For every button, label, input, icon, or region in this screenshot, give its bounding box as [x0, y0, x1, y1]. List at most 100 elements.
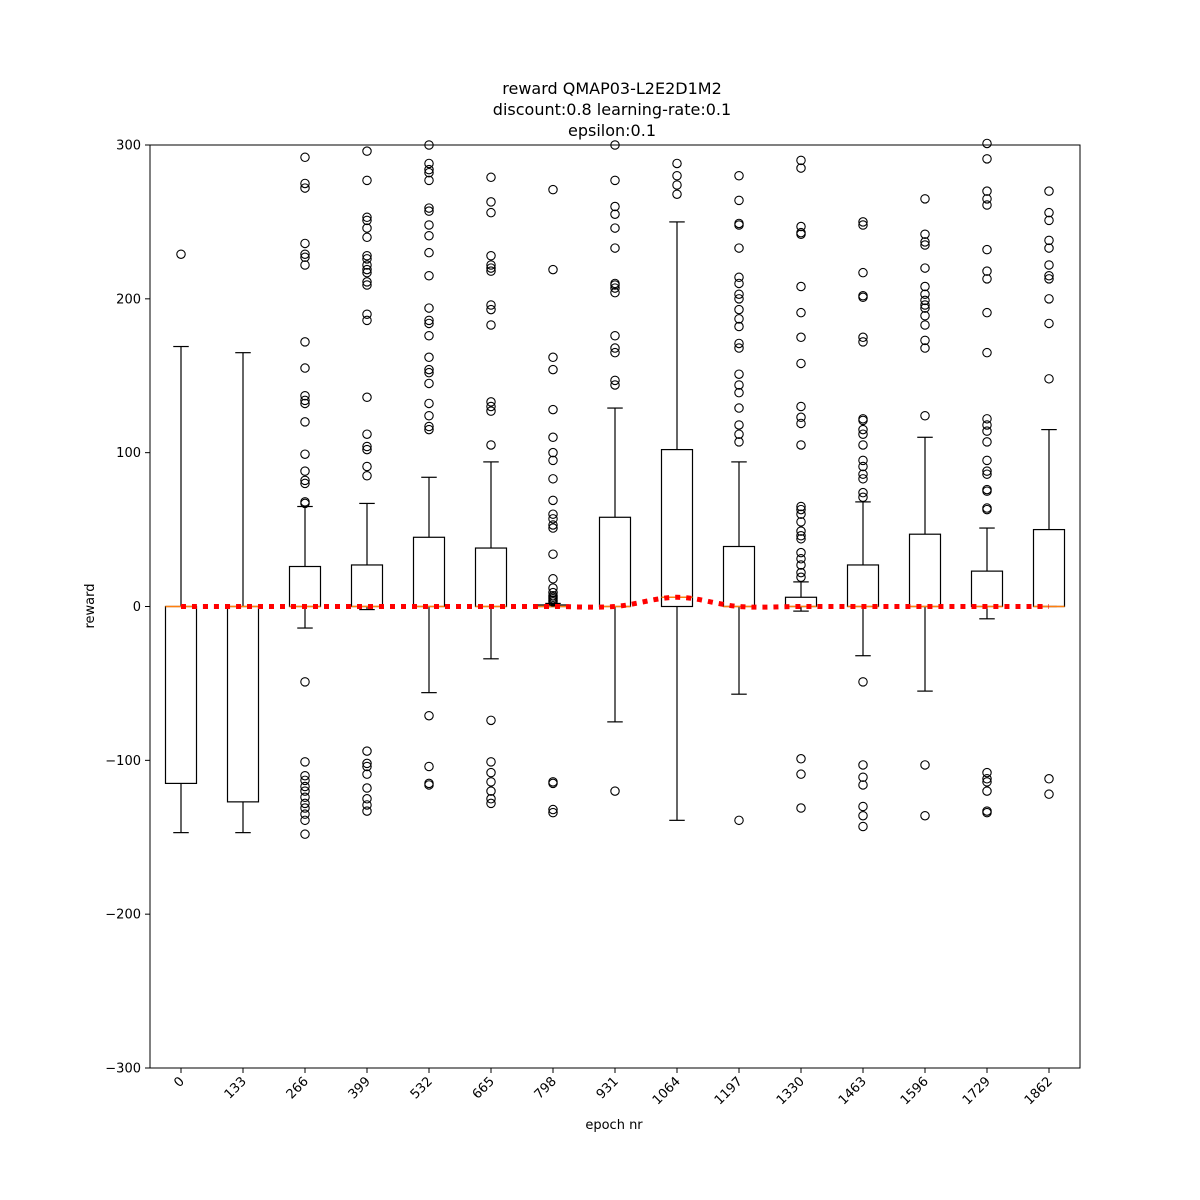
outlier-point	[858, 821, 868, 832]
outlier-point	[362, 267, 372, 278]
outlier-point	[734, 369, 744, 379]
outlier-point	[734, 338, 744, 349]
outlier-point	[300, 803, 310, 813]
outlier-point	[300, 792, 310, 803]
outlier-point	[548, 447, 558, 458]
outlier-point	[982, 774, 992, 784]
outlier-point	[362, 429, 372, 439]
outlier-point	[920, 240, 930, 250]
outlier-point	[858, 332, 868, 343]
plot-area	[164, 138, 1066, 839]
outlier-point	[1044, 271, 1054, 281]
outlier-point	[362, 392, 372, 403]
outlier-point	[300, 398, 310, 409]
outlier-point	[858, 492, 868, 503]
outlier-point	[982, 194, 992, 204]
outlier-point	[858, 474, 868, 484]
outlier-point	[424, 206, 434, 216]
outlier-point	[734, 278, 744, 289]
outlier-point	[734, 321, 744, 332]
outlier-point	[858, 461, 868, 472]
outlier-point	[982, 200, 992, 210]
outlier-point	[796, 412, 806, 423]
outlier-point	[548, 523, 558, 533]
outlier-point	[610, 331, 620, 341]
outlier-point	[548, 514, 558, 524]
outlier-point	[1044, 318, 1054, 329]
outlier-point	[486, 320, 496, 330]
outlier-point	[424, 364, 434, 375]
outlier-point	[796, 281, 806, 292]
outlier-point	[858, 760, 868, 770]
outlier-point	[548, 364, 558, 375]
outlier-point	[300, 786, 310, 796]
outlier-point	[920, 295, 930, 306]
outlier-point	[424, 398, 434, 409]
outlier-point	[858, 780, 868, 790]
outlier-point	[548, 509, 558, 519]
outlier-point	[424, 167, 434, 178]
outlier-point	[734, 429, 744, 439]
outlier-point	[362, 232, 372, 243]
outlier-point	[362, 746, 372, 756]
outlier-point	[858, 801, 868, 812]
outlier-point	[734, 171, 744, 181]
outlier-point	[300, 757, 310, 767]
outlier-point	[424, 410, 434, 421]
mean-trend-line	[181, 594, 1049, 610]
outlier-point	[920, 320, 930, 330]
outlier-point	[734, 314, 744, 324]
outlier-point	[982, 807, 992, 818]
outlier-point	[362, 758, 372, 769]
outlier-point	[1044, 215, 1054, 226]
box-group-1463	[846, 217, 880, 832]
outlier-point	[610, 287, 620, 298]
outlier-point	[1044, 260, 1054, 270]
outlier-point	[796, 769, 806, 779]
outlier-point	[610, 201, 620, 212]
chart-title-line-2: discount:0.8 learning-rate:0.1	[493, 100, 731, 119]
outlier-point	[982, 455, 992, 466]
outlier-point	[858, 810, 868, 821]
outlier-point	[796, 229, 806, 239]
outlier-point	[610, 347, 620, 358]
outlier-point	[300, 466, 310, 476]
outlier-point	[610, 343, 620, 353]
outlier-point	[920, 281, 930, 292]
outlier-point	[858, 469, 868, 479]
outlier-point	[982, 777, 992, 787]
outlier-point	[858, 429, 868, 439]
outlier-point	[796, 440, 806, 450]
outlier-point	[548, 352, 558, 363]
outlier-point	[920, 229, 930, 239]
box-iqr	[660, 448, 694, 608]
outlier-point	[424, 203, 434, 213]
outlier-point	[424, 315, 434, 326]
outlier-point	[796, 358, 806, 369]
outlier-point	[486, 251, 496, 261]
outlier-point	[362, 441, 372, 452]
box-group-1064	[660, 158, 694, 821]
outlier-point	[672, 180, 682, 190]
outlier-point	[424, 710, 434, 721]
outlier-point	[610, 375, 620, 386]
outlier-point	[858, 440, 868, 450]
outlier-point	[486, 406, 496, 416]
outlier-point	[1044, 774, 1054, 784]
outlier-point	[796, 401, 806, 412]
outlier-point	[424, 220, 434, 230]
outlier-point	[486, 440, 496, 450]
outlier-point	[548, 804, 558, 815]
outlier-point	[362, 223, 372, 233]
outlier-point	[1044, 789, 1054, 799]
outlier-point	[486, 172, 496, 183]
outlier-point	[548, 520, 558, 530]
outlier-point	[982, 426, 992, 436]
outlier-point	[300, 798, 310, 809]
outlier-point	[548, 404, 558, 415]
outlier-point	[796, 307, 806, 318]
outlier-point	[610, 283, 620, 293]
outlier-point	[300, 337, 310, 347]
outlier-point	[424, 424, 434, 435]
outlier-point	[734, 272, 744, 283]
